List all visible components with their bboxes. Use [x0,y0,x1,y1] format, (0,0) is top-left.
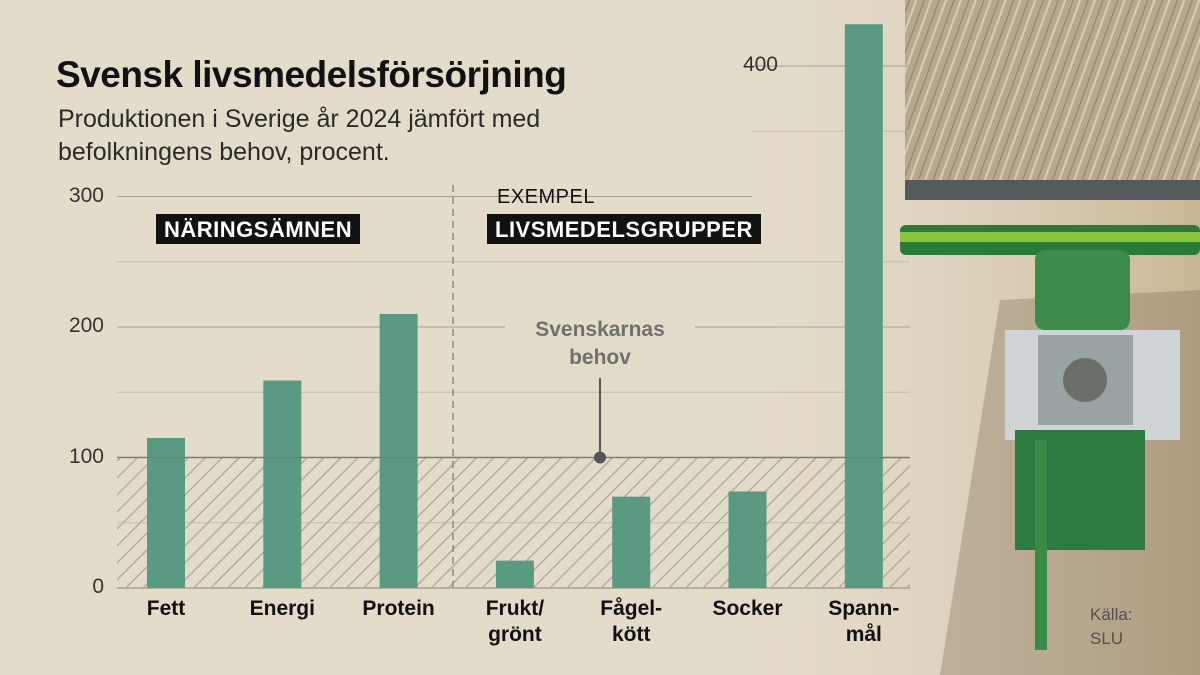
y-tick-label: 400 [742,53,778,76]
y-tick-label: 0 [92,575,104,598]
needs-annotation: Svenskarnas behov [505,316,695,372]
nutrients-section-label: NÄRINGSÄMNEN [156,214,361,244]
category-label: Socker [712,597,783,620]
food-groups-section-label: LIVSMEDELSGRUPPER [487,214,761,244]
category-label: Protein [362,597,435,620]
y-tick-label: 300 [68,183,104,207]
category-label: Frukt/ grönt [485,597,545,646]
annotation-dot [594,451,606,464]
bars [147,24,883,589]
bar-4 [612,496,651,588]
chart-subtitle: Produktionen i Sverige år 2024 jämfört m… [58,105,541,166]
bar-5 [728,491,767,588]
bar-1 [263,380,302,588]
source-note: Källa: SLU [1090,605,1133,648]
y-tick-label: 200 [68,314,104,337]
category-label: Energi [249,597,315,620]
bar-3 [495,560,534,588]
bar-6 [844,24,883,589]
y-tick-label: 100 [68,444,104,468]
bar-0 [147,437,185,588]
chart-title: Svensk livsmedelsförsörjning [56,54,567,95]
category-label: Fågel- kött [600,597,663,646]
category-label: Spann- mål [828,597,900,646]
example-label: EXEMPEL [497,186,595,208]
category-label: Fett [146,597,186,620]
bar-2 [379,313,418,588]
